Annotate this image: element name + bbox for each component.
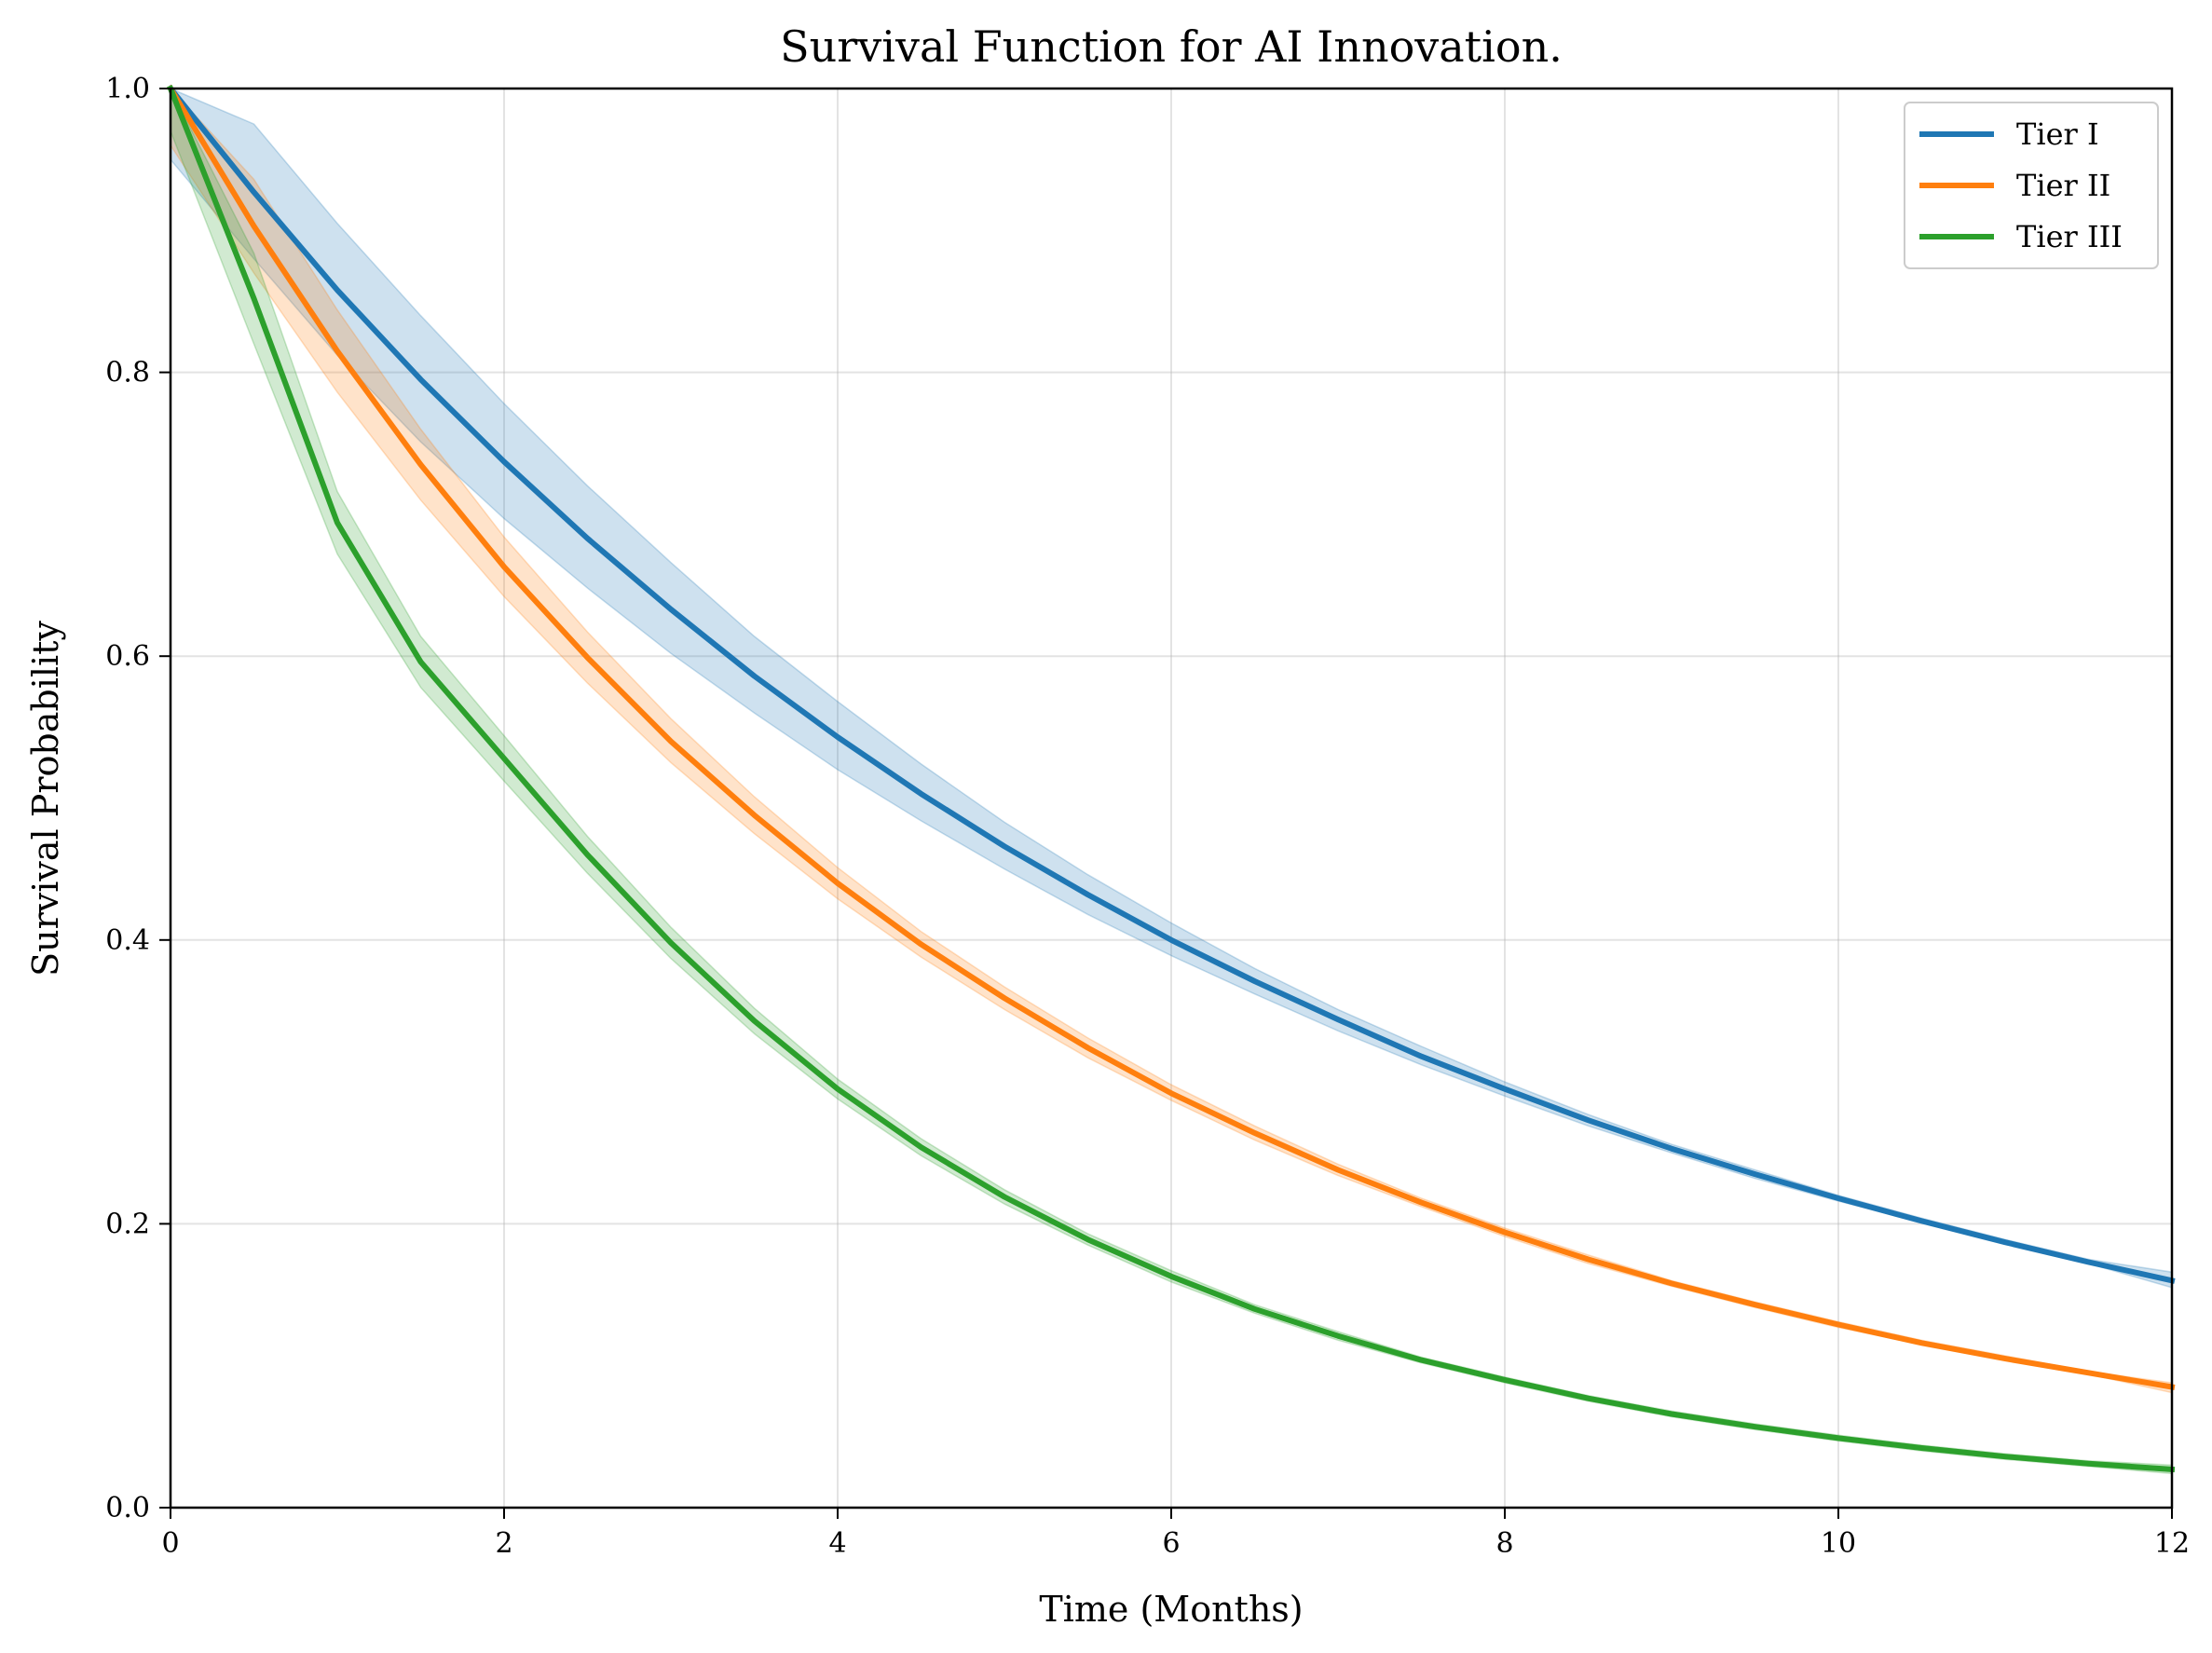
y-tick-label-3: 0.6: [105, 640, 150, 673]
axis-ticks: 0 2 4 6 8 10 12 0.0 0.2 0.4 0.6 0.8 1.0: [105, 73, 2190, 1560]
legend-label-2: Tier II: [2016, 168, 2110, 203]
legend: Tier I Tier II Tier III: [1904, 102, 2159, 269]
y-tick-label-0: 0.0: [105, 1492, 150, 1524]
series-line-1: [166, 84, 2176, 1284]
x-tick-label-2: 4: [828, 1527, 846, 1560]
series-line-2: [166, 84, 2176, 1390]
legend-label-3: Tier III: [2016, 219, 2123, 254]
x-tick-label-1: 2: [495, 1527, 512, 1560]
y-tick-label-5: 1.0: [105, 73, 150, 105]
y-tick-label-2: 0.4: [105, 924, 150, 957]
y-tick-label-1: 0.2: [105, 1208, 150, 1240]
legend-box: [1904, 102, 2159, 269]
x-tick-label-0: 0: [161, 1527, 179, 1560]
x-tick-label-5: 10: [1821, 1527, 1856, 1560]
x-axis-label: Time (Months): [1039, 1589, 1303, 1630]
series-lines: [166, 84, 2176, 1473]
series-line-3: [167, 85, 2176, 1473]
y-tick-label-4: 0.8: [105, 357, 150, 389]
x-tick-label-6: 12: [2154, 1527, 2190, 1560]
chart-title: Survival Function for AI Innovation.: [780, 21, 1563, 72]
y-axis-label: Survival Probability: [25, 621, 66, 977]
x-tick-label-3: 6: [1162, 1527, 1180, 1560]
legend-label-1: Tier I: [2016, 116, 2099, 152]
x-tick-label-4: 8: [1495, 1527, 1513, 1560]
